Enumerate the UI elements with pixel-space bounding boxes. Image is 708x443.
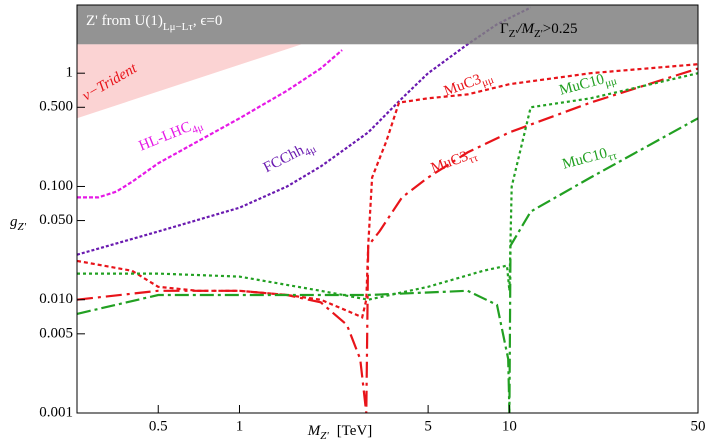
series-sub: 4μ	[303, 143, 319, 159]
series-label: HL-LHC4μ	[137, 115, 205, 157]
shaded-region	[77, 5, 698, 45]
x-label-sub: Z'	[320, 430, 329, 442]
y-label-main: g	[10, 214, 18, 230]
width-label: ΓZ'/MZ'>0.25	[500, 21, 577, 39]
width-main: Γ	[500, 21, 509, 37]
series-sub: ττ	[607, 149, 619, 163]
series-line	[76, 63, 699, 319]
x-tick-label: 0.5	[149, 418, 168, 434]
y-tick-label: 0.001	[39, 404, 73, 420]
series-label: MuC10ττ	[561, 143, 619, 175]
y-label-sub: Z'	[18, 221, 27, 233]
width-mid: /M	[516, 21, 535, 37]
trident-region	[77, 44, 302, 119]
series-sub: μμ	[480, 73, 495, 88]
series-line	[76, 67, 699, 414]
series-name: HL-LHC	[137, 119, 194, 154]
series-name: MuC3	[442, 72, 484, 100]
x-tick-label: 1	[236, 418, 244, 434]
x-tick-label: 50	[691, 418, 706, 434]
title-main: Z' from U(1)	[86, 13, 163, 29]
x-tick-label: 5	[424, 418, 432, 434]
series-sub: 4μ	[190, 121, 205, 136]
series-name: MuC3	[429, 149, 471, 177]
title: Z' from U(1)Lμ−Lτ, ϵ=0	[86, 13, 222, 32]
y-tick-label: 1	[66, 65, 74, 81]
y-tick-label: 0.100	[39, 178, 73, 194]
series-name: MuC10	[561, 146, 609, 173]
plot-frame	[76, 4, 699, 414]
series-name: MuC10	[558, 72, 606, 99]
y-tick-label: 0.005	[39, 325, 73, 341]
x-tick-label: 10	[502, 418, 517, 434]
y-tick-label: 0.010	[39, 291, 73, 307]
x-axis-label: MZ' [TeV]	[307, 423, 373, 441]
series-sub: μμ	[604, 75, 619, 90]
series-line	[77, 72, 699, 301]
y-axis-label: gZ'	[10, 214, 27, 232]
y-tick-label: 0.500	[39, 99, 73, 115]
width-sub2: Z'	[534, 28, 543, 40]
series-label: MuC10μμ	[558, 69, 618, 101]
series-line	[77, 49, 343, 199]
x-label-tail: [TeV]	[337, 423, 373, 439]
x-label-main: M	[307, 423, 322, 439]
series-name: FCChh	[261, 142, 307, 176]
width-tail: >0.25	[543, 21, 578, 37]
width-sub: Z'	[509, 28, 518, 40]
title-tail: , ϵ=0	[193, 13, 223, 29]
series-line	[76, 117, 699, 414]
series-label: MuC3μμ	[442, 68, 495, 102]
y-tick-label: 0.050	[39, 212, 73, 228]
title-sub: Lμ−Lτ	[163, 21, 194, 33]
series-line	[76, 6, 532, 256]
